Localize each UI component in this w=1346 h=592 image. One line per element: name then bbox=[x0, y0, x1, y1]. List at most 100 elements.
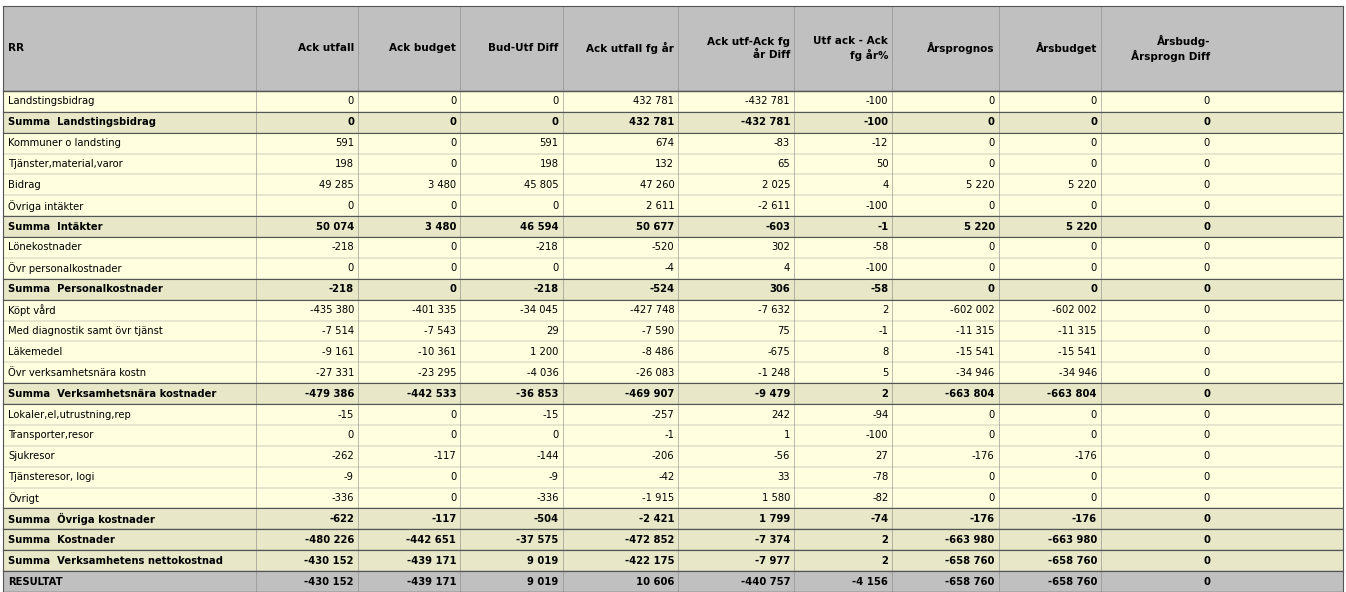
Text: -8 486: -8 486 bbox=[642, 347, 674, 357]
Bar bbox=[3, 300, 1343, 321]
Text: 1: 1 bbox=[783, 430, 790, 440]
Text: 0: 0 bbox=[450, 410, 456, 420]
Bar bbox=[3, 425, 1343, 446]
Text: -663 980: -663 980 bbox=[1047, 535, 1097, 545]
Text: 0: 0 bbox=[1090, 138, 1097, 148]
Text: Summa  Landstingsbidrag: Summa Landstingsbidrag bbox=[8, 117, 156, 127]
Text: -117: -117 bbox=[433, 451, 456, 461]
Text: -422 175: -422 175 bbox=[625, 556, 674, 566]
Text: Övr verksamhetsnära kostn: Övr verksamhetsnära kostn bbox=[8, 368, 147, 378]
Text: Bud-Utf Diff: Bud-Utf Diff bbox=[489, 43, 559, 53]
Text: 0: 0 bbox=[1203, 284, 1210, 294]
Text: Kommuner o landsting: Kommuner o landsting bbox=[8, 138, 121, 148]
Text: -4 036: -4 036 bbox=[526, 368, 559, 378]
Text: -206: -206 bbox=[651, 451, 674, 461]
Text: 0: 0 bbox=[1203, 368, 1210, 378]
Text: Summa  Personalkostnader: Summa Personalkostnader bbox=[8, 284, 163, 294]
Text: -37 575: -37 575 bbox=[517, 535, 559, 545]
Text: -658 760: -658 760 bbox=[945, 556, 995, 566]
Text: Tjänsteresor, logi: Tjänsteresor, logi bbox=[8, 472, 94, 482]
Text: 0: 0 bbox=[552, 263, 559, 274]
Text: -7 590: -7 590 bbox=[642, 326, 674, 336]
Text: 198: 198 bbox=[540, 159, 559, 169]
Text: -622: -622 bbox=[330, 514, 354, 524]
Text: 0: 0 bbox=[1090, 430, 1097, 440]
Text: -480 226: -480 226 bbox=[304, 535, 354, 545]
Text: 0: 0 bbox=[1090, 201, 1097, 211]
Text: -1 248: -1 248 bbox=[758, 368, 790, 378]
Text: 674: 674 bbox=[656, 138, 674, 148]
Text: -9 479: -9 479 bbox=[755, 389, 790, 398]
Text: 2 611: 2 611 bbox=[646, 201, 674, 211]
Text: -78: -78 bbox=[872, 472, 888, 482]
Text: 27: 27 bbox=[876, 451, 888, 461]
Text: -663 804: -663 804 bbox=[1047, 389, 1097, 398]
Bar bbox=[3, 466, 1343, 488]
Text: 4: 4 bbox=[783, 263, 790, 274]
Text: 0: 0 bbox=[988, 493, 995, 503]
Text: 0: 0 bbox=[1203, 535, 1210, 545]
Text: -34 946: -34 946 bbox=[957, 368, 995, 378]
Text: -9 161: -9 161 bbox=[322, 347, 354, 357]
Text: Summa  Övriga kostnader: Summa Övriga kostnader bbox=[8, 513, 155, 525]
Text: -74: -74 bbox=[871, 514, 888, 524]
Bar bbox=[3, 404, 1343, 425]
Text: -34 946: -34 946 bbox=[1059, 368, 1097, 378]
Text: -675: -675 bbox=[767, 347, 790, 357]
Text: Tjänster,material,varor: Tjänster,material,varor bbox=[8, 159, 122, 169]
Bar bbox=[3, 175, 1343, 195]
Text: -442 533: -442 533 bbox=[406, 389, 456, 398]
Text: 0: 0 bbox=[347, 201, 354, 211]
Text: -2 421: -2 421 bbox=[639, 514, 674, 524]
Text: 0: 0 bbox=[1203, 138, 1210, 148]
Text: 5 220: 5 220 bbox=[964, 221, 995, 231]
Bar bbox=[3, 6, 1343, 91]
Text: -7 514: -7 514 bbox=[322, 326, 354, 336]
Text: 0: 0 bbox=[1203, 514, 1210, 524]
Text: 0: 0 bbox=[1090, 493, 1097, 503]
Text: Ack utf-Ack fg
år Diff: Ack utf-Ack fg år Diff bbox=[707, 37, 790, 60]
Bar bbox=[3, 550, 1343, 571]
Text: -100: -100 bbox=[865, 263, 888, 274]
Text: 2: 2 bbox=[882, 389, 888, 398]
Text: 0: 0 bbox=[988, 430, 995, 440]
Text: -15 541: -15 541 bbox=[1058, 347, 1097, 357]
Bar bbox=[3, 509, 1343, 529]
Text: 0: 0 bbox=[1203, 96, 1210, 107]
Bar bbox=[3, 571, 1343, 592]
Text: 0: 0 bbox=[1090, 159, 1097, 169]
Text: 0: 0 bbox=[347, 96, 354, 107]
Text: -442 651: -442 651 bbox=[406, 535, 456, 545]
Bar bbox=[3, 112, 1343, 133]
Text: -23 295: -23 295 bbox=[417, 368, 456, 378]
Text: -100: -100 bbox=[865, 430, 888, 440]
Text: -218: -218 bbox=[328, 284, 354, 294]
Text: -658 760: -658 760 bbox=[1047, 556, 1097, 566]
Text: Med diagnostik samt övr tjänst: Med diagnostik samt övr tjänst bbox=[8, 326, 163, 336]
Text: -100: -100 bbox=[863, 117, 888, 127]
Text: Ack utfall: Ack utfall bbox=[297, 43, 354, 53]
Text: 0: 0 bbox=[1203, 451, 1210, 461]
Text: 0: 0 bbox=[1203, 430, 1210, 440]
Text: -439 171: -439 171 bbox=[406, 577, 456, 587]
Text: -2 611: -2 611 bbox=[758, 201, 790, 211]
Text: -440 757: -440 757 bbox=[740, 577, 790, 587]
Text: Lönekostnader: Lönekostnader bbox=[8, 243, 82, 253]
Text: 50: 50 bbox=[876, 159, 888, 169]
Text: 50 074: 50 074 bbox=[316, 221, 354, 231]
Text: Övriga intäkter: Övriga intäkter bbox=[8, 200, 83, 212]
Text: 3 480: 3 480 bbox=[428, 180, 456, 190]
Text: -602 002: -602 002 bbox=[1053, 305, 1097, 315]
Text: 0: 0 bbox=[1090, 117, 1097, 127]
Text: 0: 0 bbox=[450, 96, 456, 107]
Text: 0: 0 bbox=[1203, 243, 1210, 253]
Text: 132: 132 bbox=[656, 159, 674, 169]
Text: -11 315: -11 315 bbox=[956, 326, 995, 336]
Text: -56: -56 bbox=[774, 451, 790, 461]
Text: 1 799: 1 799 bbox=[759, 514, 790, 524]
Text: -42: -42 bbox=[658, 472, 674, 482]
Text: Årsbudget: Årsbudget bbox=[1035, 43, 1097, 54]
Text: 0: 0 bbox=[988, 201, 995, 211]
Text: 0: 0 bbox=[1203, 201, 1210, 211]
Text: RR: RR bbox=[8, 43, 24, 53]
